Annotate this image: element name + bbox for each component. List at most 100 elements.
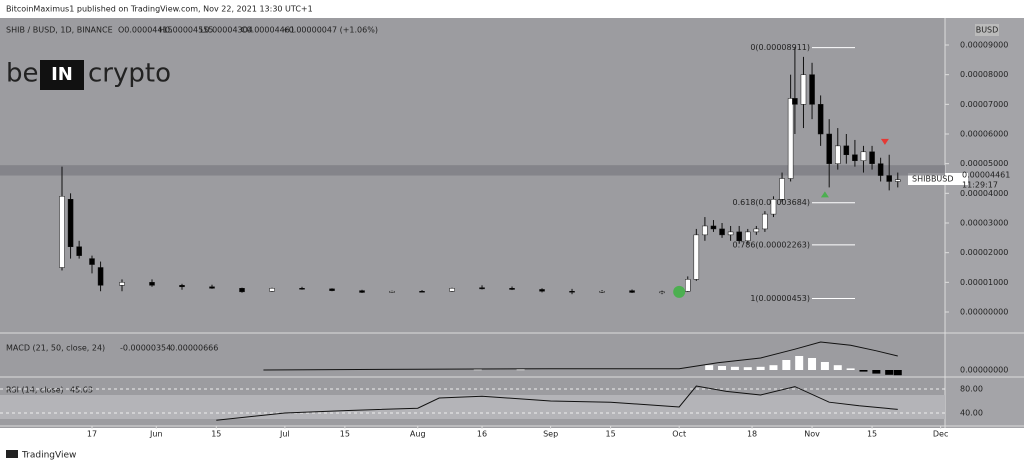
x-tick-label: Nov [804, 430, 820, 439]
logo-left: be [6, 59, 39, 89]
candle-body [269, 288, 275, 292]
ohlc-value: O0.00004415 [118, 26, 173, 35]
marker [673, 285, 686, 298]
y-tick-label: 0.00001000 [960, 278, 1008, 287]
candle-body [67, 199, 74, 247]
x-tick-label: 18 [747, 430, 757, 439]
candle-body [745, 231, 751, 242]
ohlc-value: H0.00004555 [159, 26, 213, 35]
rsi-legend: 45.63 [70, 386, 93, 395]
candle-body [329, 288, 335, 291]
macd-hist [795, 356, 804, 370]
rsi-tick-label: 80.00 [960, 385, 983, 394]
candle-body [860, 151, 867, 161]
tag-timer: 11:29:17 [962, 181, 998, 190]
symbol: SHIB / BUSD, 1D, BINANCE [6, 26, 113, 35]
candle-body [762, 213, 768, 230]
candle-body [809, 74, 815, 105]
y-tick-label: 0.00007000 [960, 100, 1008, 109]
macd-hist [859, 370, 868, 372]
candle-body [479, 287, 485, 290]
price-axis [945, 18, 1024, 428]
logo-box [40, 60, 84, 90]
candle-body [792, 98, 798, 105]
macd-hist [885, 370, 894, 375]
macd-hist [718, 366, 727, 370]
x-tick-label: Sep [543, 430, 558, 439]
candle-body [826, 133, 832, 164]
macd-hist [769, 365, 778, 370]
macd-hist [756, 366, 765, 370]
macd-hist [743, 367, 752, 370]
candle-body [710, 225, 717, 230]
macd-hist [872, 370, 881, 374]
macd-legend: -0.00000354 [120, 344, 171, 353]
tag-value: 0.00004461 [962, 171, 1010, 180]
candle-body [702, 225, 708, 236]
x-tick-label: 15 [211, 430, 221, 439]
macd-hist [820, 362, 829, 370]
tv-icon [6, 450, 18, 458]
macd-hist [782, 360, 791, 370]
candle-body [59, 196, 65, 268]
candle-body [877, 163, 884, 176]
candle-body [659, 291, 665, 294]
candle-body [449, 288, 455, 292]
candle-body [895, 179, 901, 182]
y-tick-label: 0.00002000 [960, 248, 1008, 257]
fib-label: 1(0.00000453) [750, 294, 810, 303]
macd-title: MACD (21, 50, close, 24) [6, 344, 105, 353]
ohlc-value: L0.00004304 [200, 26, 253, 35]
fib-label: 0.786(0.00002263) [733, 240, 811, 249]
candle-body [419, 290, 425, 293]
candle-body [239, 288, 245, 293]
candle-body [727, 231, 734, 236]
y-tick-label: 0.00005000 [960, 159, 1008, 168]
candle-body [693, 234, 700, 280]
candle-body [299, 288, 305, 290]
candle-body [770, 199, 777, 215]
candle-body [359, 290, 365, 293]
macd-hist [473, 369, 482, 371]
marker [880, 138, 889, 145]
candle-body [389, 290, 395, 293]
candle-body [787, 98, 794, 179]
y-tick-label: 0.00006000 [960, 130, 1008, 139]
x-tick-label: 15 [867, 430, 877, 439]
candle-body [843, 145, 850, 156]
candle-body [817, 104, 824, 135]
candle-body [779, 178, 785, 200]
marker [820, 191, 829, 198]
y-tick-label: 0.00000000 [960, 308, 1008, 317]
quote: BUSD [976, 26, 999, 35]
candle-body [539, 289, 545, 292]
candle-body [569, 290, 575, 293]
candle-body [119, 282, 125, 286]
rsi-tick-label: 40.00 [960, 409, 983, 418]
footer: TradingView [21, 451, 76, 461]
candle-body [800, 74, 807, 105]
candle-body [835, 145, 841, 164]
candle-body [97, 267, 104, 286]
candle-body [179, 285, 185, 288]
candle-body [753, 228, 760, 233]
rsi-line [216, 385, 898, 421]
y-tick-label: 0.00004000 [960, 189, 1008, 198]
fib-label: 0(0.00008911) [750, 43, 810, 52]
macd-hist [808, 358, 817, 370]
macd-legend: 0.00000666 [170, 344, 218, 353]
macd-hist [846, 368, 855, 370]
candle-body [599, 290, 605, 293]
macd-tick-label: 0.00000000 [960, 366, 1008, 375]
resistance-zone [0, 165, 945, 176]
macd-hist [833, 365, 842, 370]
macd-hist [730, 366, 739, 370]
candle-body [149, 282, 155, 286]
x-tick-label: Oct [672, 430, 686, 439]
candle-body [629, 290, 635, 293]
candle-body [736, 231, 742, 242]
macd-hist [705, 365, 714, 370]
tag-name: SHIBBUSD [912, 175, 954, 184]
candle-body [209, 286, 215, 289]
